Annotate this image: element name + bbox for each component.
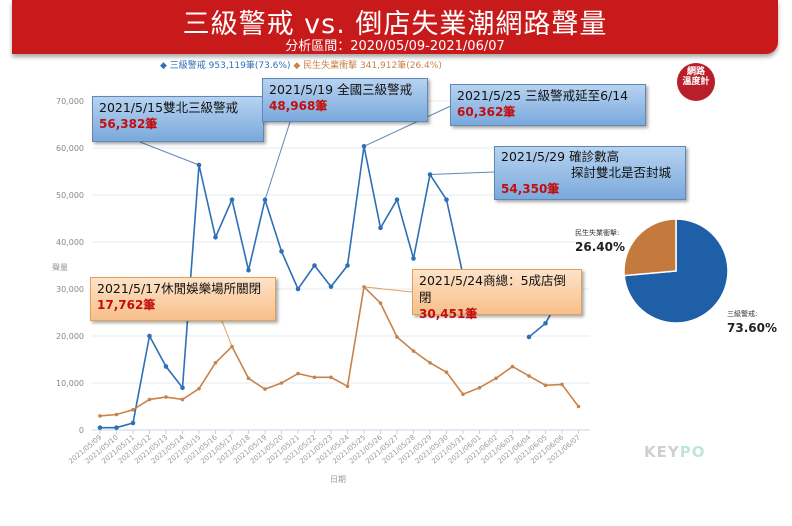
- callout-title: 2021/5/17休閒娛樂場所關閉: [97, 281, 262, 296]
- callout-0519: 2021/5/19 全國三級警戒 48,968筆: [262, 78, 428, 122]
- svg-text:60,000: 60,000: [56, 144, 84, 153]
- svg-text:50,000: 50,000: [56, 191, 84, 200]
- svg-text:聲量: 聲量: [52, 263, 68, 272]
- callout-value: 54,350筆: [501, 182, 560, 196]
- svg-text:40,000: 40,000: [56, 238, 84, 247]
- svg-text:30,000: 30,000: [56, 285, 84, 294]
- svg-text:20,000: 20,000: [56, 332, 84, 341]
- callout-0529: 2021/5/29 確診數高 探討雙北是否封城 54,350筆: [494, 146, 686, 200]
- pie-label-livelihood: 民生失業衝擊: 26.40%: [575, 226, 625, 254]
- callout-0524: 2021/5/24商總：5成店倒閉 30,451筆: [412, 269, 582, 321]
- thermometer-logo-icon: 網路 溫度計: [677, 63, 715, 101]
- svg-text:70,000: 70,000: [56, 97, 84, 106]
- callout-0525: 2021/5/25 三級警戒延至6/14 60,362筆: [450, 84, 646, 126]
- chart-legend: ◆ 三級警戒 953,119筆(73.6%) ◆ 民生失業衝擊 341,912筆…: [160, 58, 442, 71]
- page-title: 三級警戒 vs. 倒店失業潮網路聲量: [182, 9, 608, 40]
- legend-series-2: ◆ 民生失業衝擊 341,912筆(26.4%): [293, 61, 442, 71]
- callout-title: 2021/5/29 確診數高: [501, 149, 620, 164]
- logo-key: KEY: [644, 443, 680, 461]
- callout-value: 48,968筆: [269, 99, 328, 113]
- pie-label-name: 民生失業衝擊:: [575, 229, 620, 237]
- legend-series-1: ◆ 三級警戒 953,119筆(73.6%): [160, 61, 291, 71]
- callout-value: 17,762筆: [97, 298, 156, 312]
- callout-0515: 2021/5/15雙北三級警戒 56,382筆: [92, 96, 264, 142]
- pie-label-pct: 73.60%: [727, 321, 777, 335]
- pie-label-alert: 三級警戒: 73.60%: [727, 307, 777, 335]
- callout-0517: 2021/5/17休閒娛樂場所關閉 17,762筆: [90, 277, 276, 321]
- badge-line-1: 網路: [686, 67, 705, 77]
- svg-text:10,000: 10,000: [56, 379, 84, 388]
- callout-title: 2021/5/15雙北三級警戒: [99, 100, 239, 115]
- page-subtitle: 分析區間：2020/05/09-2021/06/07: [285, 39, 505, 54]
- title-banner: 三級警戒 vs. 倒店失業潮網路聲量 分析區間：2020/05/09-2021/…: [12, 0, 778, 54]
- callout-title: 2021/5/19 全國三級警戒: [269, 82, 413, 97]
- callout-title: 2021/5/25 三級警戒延至6/14: [457, 88, 629, 103]
- callout-title: 2021/5/24商總：5成店倒閉: [419, 273, 567, 305]
- keypo-logo: KEYPO: [644, 443, 705, 461]
- svg-text:0: 0: [79, 426, 84, 435]
- svg-text:日期: 日期: [330, 475, 346, 484]
- pie-label-pct: 26.40%: [575, 240, 625, 254]
- callout-value: 30,451筆: [419, 307, 478, 321]
- callout-title-2: 探討雙北是否封城: [571, 165, 672, 180]
- callout-value: 60,362筆: [457, 105, 516, 119]
- pie-label-name: 三級警戒:: [727, 310, 758, 318]
- logo-po: PO: [679, 443, 706, 461]
- callout-value: 56,382筆: [99, 117, 158, 131]
- badge-line-2: 溫度計: [682, 77, 710, 87]
